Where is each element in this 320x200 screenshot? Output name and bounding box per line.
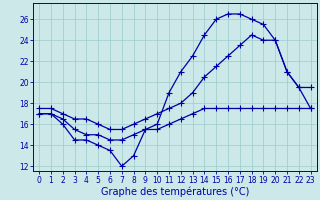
X-axis label: Graphe des températures (°C): Graphe des températures (°C) (101, 186, 249, 197)
